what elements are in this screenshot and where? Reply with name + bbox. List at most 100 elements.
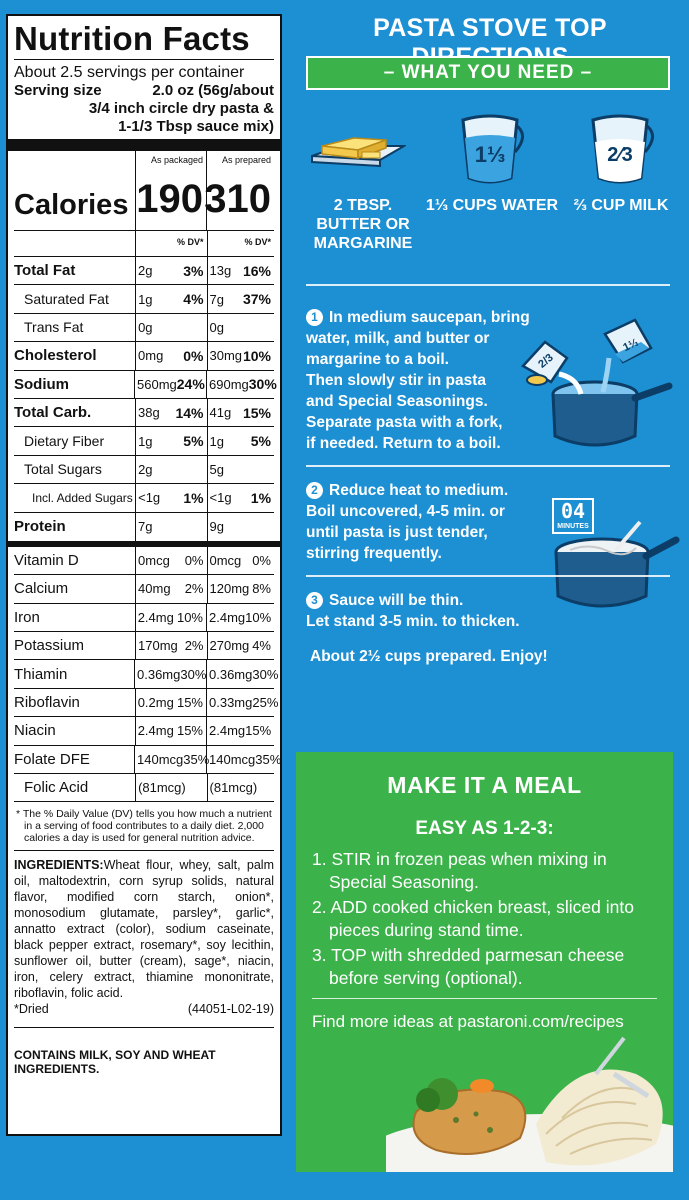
step-line: and Special Seasonings. xyxy=(306,391,546,412)
nutrition-facts-panel: Nutrition Facts About 2.5 servings per c… xyxy=(6,14,282,1136)
prepared-cell: 0.33mg 25% xyxy=(206,688,278,717)
step-line: Boil uncovered, 4-5 min. or xyxy=(306,501,546,522)
vitamin-row: Potassium 170mg 2% 270mg 4% xyxy=(14,632,275,661)
prepared-cell: 7g 37% xyxy=(206,285,274,313)
prepared-cell: 2.4mg 15% xyxy=(206,717,274,745)
nutrient-name: Total Fat xyxy=(14,262,76,280)
step-line: water, milk, and butter or xyxy=(306,328,546,349)
step-1: 1 In medium saucepan, bring water, milk, a… xyxy=(306,307,546,454)
prepared-amount: 0mcg xyxy=(209,553,242,569)
nutrient-row: Protein 7g 9g xyxy=(14,512,274,541)
yield-note: About 2½ cups prepared. Enjoy! xyxy=(310,648,548,665)
packaged-amount: 0mg xyxy=(138,348,164,364)
timer-icon: 04 MINUTES xyxy=(552,498,594,534)
prepared-amount: 41g xyxy=(209,405,232,421)
allergen-statement: CONTAINS MILK, SOY AND WHEAT INGREDIENTS… xyxy=(14,1048,216,1077)
serving-size-value: 2.0 oz (56g/about xyxy=(152,82,274,99)
calories-prepared: 310 xyxy=(204,177,271,221)
step-number-badge: 1 xyxy=(306,309,323,326)
nutrient-name: Total Carb. xyxy=(14,404,92,422)
prepared-dv: 30% xyxy=(248,376,277,393)
packaged-dv: 30% xyxy=(180,666,207,682)
step-3: 3 Sauce will be thin. Let stand 3-5 min. t… xyxy=(306,590,566,632)
step-text: Reduce heat to medium. xyxy=(329,482,509,499)
svg-text:1⅓: 1⅓ xyxy=(621,337,640,354)
prepared-amount: 0.33mg xyxy=(209,695,253,711)
vitamin-row: Folate DFE 140mcg 35% 140mcg 35% xyxy=(14,745,281,775)
vitamin-name: Folic Acid xyxy=(24,779,89,797)
packaged-dv: 0% xyxy=(183,347,204,364)
vitamin-name: Potassium xyxy=(14,637,85,655)
directions-divider xyxy=(306,465,670,467)
packaged-amount: 2g xyxy=(138,263,153,279)
step-line: until pasta is just tender, xyxy=(306,522,546,543)
step-text: stirring frequently. xyxy=(306,545,442,562)
prepared-cell: 270mg 4% xyxy=(206,632,275,660)
prepared-dv: 4% xyxy=(252,638,271,654)
vitamin-row: Riboflavin 0.2mg 15% 0.33mg 25% xyxy=(14,688,278,718)
calories-row: Calories As packaged 190 As prepared 310 xyxy=(14,151,274,231)
packaged-amount: 1g xyxy=(138,433,153,449)
prepared-amount: 2.4mg xyxy=(209,723,246,739)
prepared-cell: 0mcg 0% xyxy=(206,546,275,575)
step-text: until pasta is just tender, xyxy=(306,524,488,541)
vitamin-row: Iron 2.4mg 10% 2.4mg 10% xyxy=(14,603,274,633)
col-prepared-header: As prepared xyxy=(221,155,271,165)
meal-divider xyxy=(312,998,657,999)
packaged-amount: 2.4mg xyxy=(137,609,174,625)
meal-step: 3. TOP with shredded parmesan cheese bef… xyxy=(312,945,625,988)
prepared-dv: 1% xyxy=(250,489,272,506)
timer-unit: MINUTES xyxy=(557,523,589,530)
vitamin-name: Iron xyxy=(14,608,40,626)
vitamin-name: Vitamin D xyxy=(14,552,79,570)
nutrient-name: Protein xyxy=(14,518,66,536)
nutrient-name: Cholesterol xyxy=(14,347,97,365)
packaged-cell: 170mg 2% xyxy=(135,632,206,660)
need-butter-line1: 2 TBSP. xyxy=(333,197,393,214)
step-line: stirring frequently. xyxy=(306,543,546,564)
need-butter: 2 TBSP. BUTTER OR MARGARINE xyxy=(308,196,418,253)
make-it-a-meal-panel: MAKE IT A MEAL EASY AS 1-2-3: 1. STIR in… xyxy=(296,752,673,1172)
packaged-cell: 0mg 0% xyxy=(135,342,206,370)
nutrient-row: Dietary Fiber 1g 5% 1g 5% xyxy=(14,427,274,456)
prepared-dv: 0% xyxy=(252,553,271,569)
packaged-cell: 2.4mg 15% xyxy=(134,717,206,745)
packaged-amount: 0.36mg xyxy=(137,666,181,682)
prepared-amount: 0.36mg xyxy=(209,666,253,682)
meal-title: MAKE IT A MEAL xyxy=(387,772,582,798)
packaged-amount: 0mcg xyxy=(138,553,170,569)
prepared-cell: 120mg 8% xyxy=(206,575,275,603)
prepared-amount: 270mg xyxy=(209,638,250,654)
step-text: Let stand 3-5 min. to thicken. xyxy=(306,613,520,630)
need-butter-line2: BUTTER OR xyxy=(316,216,410,233)
prepared-cell: (81mcg) xyxy=(206,774,274,802)
prepared-cell: 690mg 30% xyxy=(206,370,277,398)
meal-step: 1. STIR in frozen peas when mixing in Sp… xyxy=(312,849,607,892)
step-text: if needed. Return to a boil. xyxy=(306,435,501,452)
packaged-dv: 24% xyxy=(176,376,205,393)
need-milk: ⅔ CUP MILK xyxy=(573,197,669,214)
recipes-link[interactable]: Find more ideas at pastaroni.com/recipes xyxy=(312,1012,624,1031)
dv-header-packaged: % DV* xyxy=(135,231,206,256)
packaged-cell: 1g 4% xyxy=(135,285,206,313)
packaged-dv: 35% xyxy=(183,751,210,767)
ingredients: INGREDIENTS:Wheat flour, whey, salt, pal… xyxy=(14,851,274,1001)
step-2: 2 Reduce heat to medium. Boil uncovered, 4… xyxy=(306,480,546,564)
prepared-cell: 30mg 10% xyxy=(206,342,275,370)
water-cup-icon: 1⅓ xyxy=(455,112,525,186)
dried-label: *Dried xyxy=(14,1002,49,1017)
saucepan-pasta-illustration xyxy=(554,520,680,608)
vitamin-row: Folic Acid (81mcg) (81mcg) xyxy=(14,774,274,803)
prepared-amount: 9g xyxy=(209,519,224,535)
col-packaged: As packaged 190 xyxy=(134,151,206,230)
directions-divider xyxy=(306,575,670,577)
packaged-cell: 2g xyxy=(135,455,206,484)
vitamin-name: Riboflavin xyxy=(14,694,80,712)
meal-step: 2. ADD cooked chicken breast, sliced int… xyxy=(312,897,634,940)
packaged-dv: 1% xyxy=(183,489,204,506)
step-line: 2 Reduce heat to medium. xyxy=(306,480,546,501)
step-line: Separate pasta with a fork, xyxy=(306,412,546,433)
step-text: Sauce will be thin. xyxy=(329,592,464,609)
calories-label: Calories xyxy=(14,189,129,221)
prepared-dv: 15% xyxy=(245,723,272,739)
